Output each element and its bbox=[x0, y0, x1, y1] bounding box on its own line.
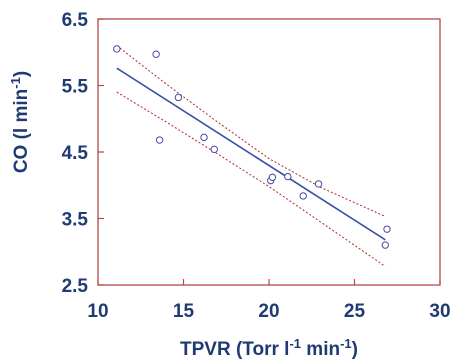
x-axis-label: TPVR (Torr l-1 min-1) bbox=[180, 336, 358, 360]
y-axis-label: CO (l min-1) bbox=[8, 71, 32, 173]
y-tick-label: 5.5 bbox=[62, 77, 89, 98]
data-point bbox=[155, 136, 164, 144]
x-tick-label: 30 bbox=[429, 301, 450, 322]
y-tick-label: 3.5 bbox=[62, 210, 89, 231]
data-point bbox=[268, 173, 277, 181]
data-point bbox=[381, 241, 389, 249]
data-point bbox=[152, 50, 160, 58]
data-point bbox=[383, 225, 391, 233]
upper-confidence-line bbox=[116, 45, 386, 217]
data-point bbox=[113, 45, 121, 53]
data-point bbox=[200, 133, 208, 142]
data-point bbox=[174, 93, 183, 102]
x-tick-label: 15 bbox=[173, 301, 195, 322]
x-tick-label: 20 bbox=[258, 301, 279, 322]
regression-line-group bbox=[116, 67, 386, 241]
confidence-band bbox=[116, 45, 386, 267]
data-point bbox=[284, 172, 292, 181]
data-point bbox=[210, 145, 218, 154]
y-tick-label: 4.5 bbox=[62, 143, 89, 164]
y-tick-label: 2.5 bbox=[62, 276, 89, 297]
data-point bbox=[314, 180, 323, 188]
x-tick-label: 25 bbox=[344, 301, 366, 322]
data-points bbox=[113, 45, 391, 249]
x-tick-label: 10 bbox=[87, 301, 108, 322]
regression-line bbox=[116, 67, 386, 241]
lower-confidence-line bbox=[116, 91, 386, 267]
x-axis-ticks: 10 15 20 25 30 bbox=[87, 279, 451, 322]
data-point bbox=[299, 192, 307, 200]
y-tick-label: 6.5 bbox=[62, 10, 89, 31]
y-axis-ticks: 2.5 3.5 4.5 5.5 6.5 bbox=[62, 10, 104, 297]
